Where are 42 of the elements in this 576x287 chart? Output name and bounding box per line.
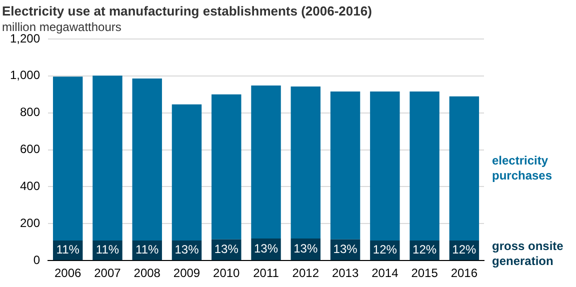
x-tick-label: 2007 [94,266,122,280]
bar [370,91,400,240]
bar [172,104,202,240]
annotation: 13% [294,242,318,256]
annotation: 13% [174,242,200,257]
x-tick-label: 2014 [372,266,399,280]
bar [290,86,321,238]
x-tick-label: 2013 [332,266,359,280]
annotation: 11% [136,242,159,257]
annotation: 13% [214,242,239,256]
x-tick-label: 2015 [411,266,438,280]
bar [251,86,281,238]
x-tick-label: 2009 [173,266,200,280]
y-tick-label: 800 [20,105,40,120]
bar [92,76,122,240]
bar [330,91,360,240]
bar [449,96,480,240]
series-label: electricity purchases [492,153,552,182]
x-tick-label: 2006 [54,266,82,280]
x-tick-label: 2016 [450,266,478,280]
annotation: 12% [452,242,477,257]
annotation: 13% [333,242,358,256]
y-tick-label: 200 [20,216,40,230]
y-tick-label: 600 [20,142,40,156]
y-tick-label: 400 [20,179,40,194]
annotation: 11% [56,242,80,257]
x-tick-label: 2012 [292,266,320,280]
bar [52,76,83,240]
x-tick-label: 2011 [253,266,280,280]
annotation: 12% [412,242,437,257]
bar [212,94,242,240]
annotation: 11% [96,242,120,257]
series-label: gross onsite generation [492,239,564,268]
x-tick-label: 2010 [213,266,240,280]
y-tick-label: 1,000 [10,68,40,82]
x-tick-label: 2008 [134,266,161,280]
bar [410,91,440,240]
annotation: 12% [372,242,398,257]
annotation: 13% [254,242,278,256]
bar [132,78,162,240]
y-tick-label: 0 [33,252,40,267]
chart-title: Electricity use at manufacturing establishments (2006-2016) [2,3,372,18]
